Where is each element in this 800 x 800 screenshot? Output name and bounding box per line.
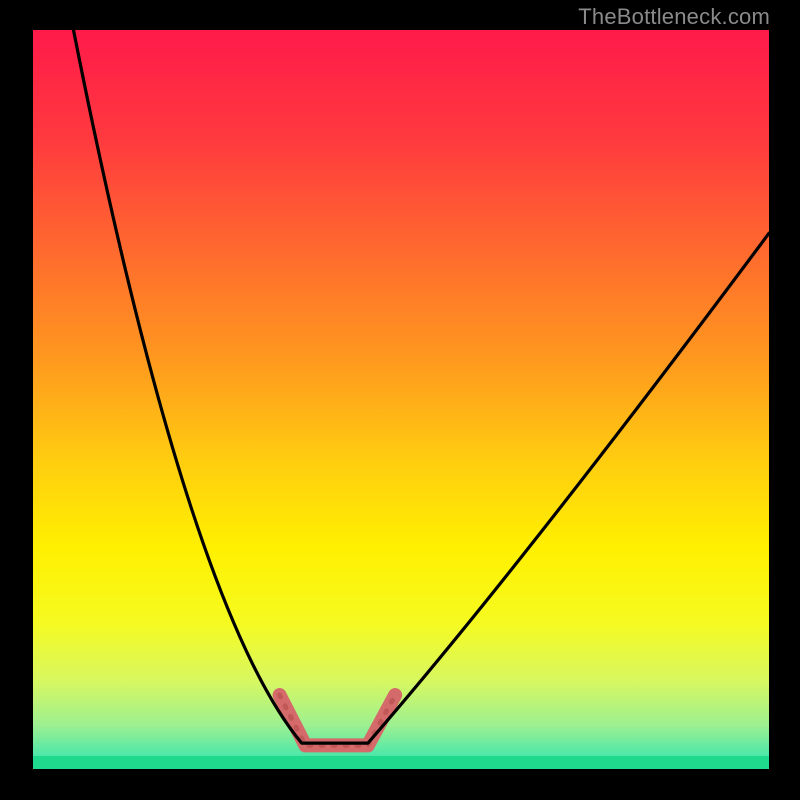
main-curve xyxy=(73,30,769,743)
bottleneck-curve xyxy=(33,30,769,769)
chart-frame: TheBottleneck.com xyxy=(0,0,800,800)
watermark-text: TheBottleneck.com xyxy=(578,4,770,30)
plot-area xyxy=(33,30,769,769)
